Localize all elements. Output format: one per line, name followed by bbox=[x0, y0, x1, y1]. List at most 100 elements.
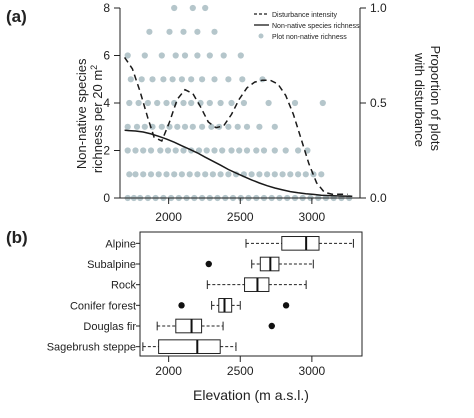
right-axis-title: Proportion of plots with disturbance bbox=[412, 45, 443, 154]
data-point bbox=[126, 171, 133, 178]
data-point bbox=[199, 123, 206, 130]
data-point bbox=[302, 171, 309, 178]
data-point bbox=[248, 171, 255, 178]
left-tick-label: 6 bbox=[103, 49, 110, 63]
boxplot-row bbox=[205, 256, 314, 272]
right-tick-label: 0.5 bbox=[370, 96, 387, 110]
data-point bbox=[225, 171, 232, 178]
data-point bbox=[295, 147, 302, 154]
data-point bbox=[124, 123, 131, 130]
data-point bbox=[132, 171, 139, 178]
data-point bbox=[154, 99, 161, 107]
data-point bbox=[180, 99, 187, 107]
x-axis-title: Elevation (m a.s.l.) bbox=[193, 387, 309, 403]
left-tick-label: 2 bbox=[103, 144, 110, 158]
data-point bbox=[132, 147, 139, 154]
boxplot-row bbox=[178, 298, 290, 313]
data-point bbox=[155, 171, 162, 178]
data-point bbox=[186, 171, 193, 178]
left-tick-label: 4 bbox=[103, 96, 110, 110]
data-point bbox=[141, 123, 148, 130]
data-point bbox=[147, 171, 155, 178]
legend: Disturbance intensity Non-native species… bbox=[254, 12, 360, 41]
data-point bbox=[178, 76, 185, 83]
category-label: Douglas fir bbox=[83, 321, 136, 333]
data-point bbox=[141, 52, 148, 59]
data-point bbox=[225, 123, 232, 130]
boxplot-row bbox=[156, 318, 275, 334]
data-point bbox=[124, 147, 131, 154]
data-point bbox=[291, 99, 299, 107]
data-point bbox=[166, 28, 173, 35]
data-point bbox=[202, 171, 209, 178]
data-point bbox=[138, 76, 145, 83]
data-point bbox=[171, 4, 178, 12]
data-point bbox=[220, 52, 227, 59]
data-point bbox=[157, 147, 164, 154]
data-point bbox=[243, 123, 251, 130]
right-axis-ticks: 0.0 0.5 1.0 bbox=[360, 1, 387, 205]
iqr-box bbox=[158, 339, 221, 354]
data-point bbox=[253, 147, 260, 154]
data-point bbox=[259, 76, 266, 83]
outlier-point bbox=[178, 302, 185, 309]
data-point bbox=[149, 76, 156, 83]
data-point bbox=[189, 123, 196, 130]
data-point bbox=[319, 99, 326, 107]
data-point bbox=[295, 171, 302, 178]
data-point bbox=[172, 52, 179, 59]
data-point bbox=[181, 123, 189, 130]
data-point bbox=[206, 52, 213, 59]
data-point bbox=[194, 171, 201, 178]
data-point bbox=[174, 123, 181, 130]
data-point bbox=[199, 76, 206, 83]
data-point bbox=[180, 28, 187, 35]
data-point bbox=[146, 28, 153, 35]
data-point bbox=[160, 76, 167, 83]
data-point bbox=[171, 171, 178, 178]
data-point bbox=[240, 99, 247, 107]
category-label: Conifer forest bbox=[70, 300, 136, 312]
data-point bbox=[228, 147, 235, 154]
data-point bbox=[264, 171, 271, 178]
left-axis-title: Non-native species richness per 20 m2 bbox=[74, 55, 105, 173]
data-point bbox=[256, 171, 263, 178]
data-point bbox=[194, 52, 201, 59]
data-point bbox=[163, 171, 170, 178]
data-point bbox=[256, 123, 263, 130]
data-point bbox=[181, 52, 189, 59]
boxplot-row bbox=[206, 277, 307, 292]
data-point bbox=[126, 99, 133, 107]
category-label: Sagebrush steppe bbox=[47, 342, 136, 354]
disturbance-line bbox=[123, 56, 348, 195]
x-tick-label-b: 3000 bbox=[299, 364, 326, 378]
left-tick-label: 8 bbox=[103, 1, 110, 15]
data-point bbox=[318, 171, 325, 178]
right-tick-label: 0.0 bbox=[370, 191, 387, 205]
data-point bbox=[211, 28, 218, 35]
panel-b: (b) Alpine Subalpine Rock Conifer forest Dou… bbox=[6, 228, 363, 403]
data-point bbox=[127, 76, 134, 83]
data-point bbox=[271, 123, 278, 130]
data-point bbox=[225, 76, 232, 83]
data-point bbox=[265, 99, 272, 107]
data-point bbox=[279, 171, 286, 178]
right-tick-label: 1.0 bbox=[370, 1, 387, 15]
panel-a: (a) Non-native species richness per 20 m… bbox=[6, 1, 443, 224]
data-point bbox=[211, 76, 218, 83]
data-point bbox=[164, 147, 172, 154]
x-tick-label-a: 2000 bbox=[155, 210, 182, 224]
legend-point-swatch bbox=[258, 33, 264, 39]
data-point bbox=[282, 147, 289, 154]
panel-a-label: (a) bbox=[6, 7, 27, 26]
boxplot-row bbox=[142, 339, 237, 354]
data-point bbox=[195, 147, 203, 154]
data-point bbox=[208, 123, 215, 130]
data-point bbox=[188, 99, 195, 107]
x-tick-label-b: 2500 bbox=[227, 364, 254, 378]
outlier-point bbox=[282, 302, 290, 309]
data-point bbox=[194, 28, 201, 35]
data-point bbox=[203, 147, 210, 154]
data-point bbox=[202, 4, 209, 12]
data-point bbox=[217, 171, 224, 178]
